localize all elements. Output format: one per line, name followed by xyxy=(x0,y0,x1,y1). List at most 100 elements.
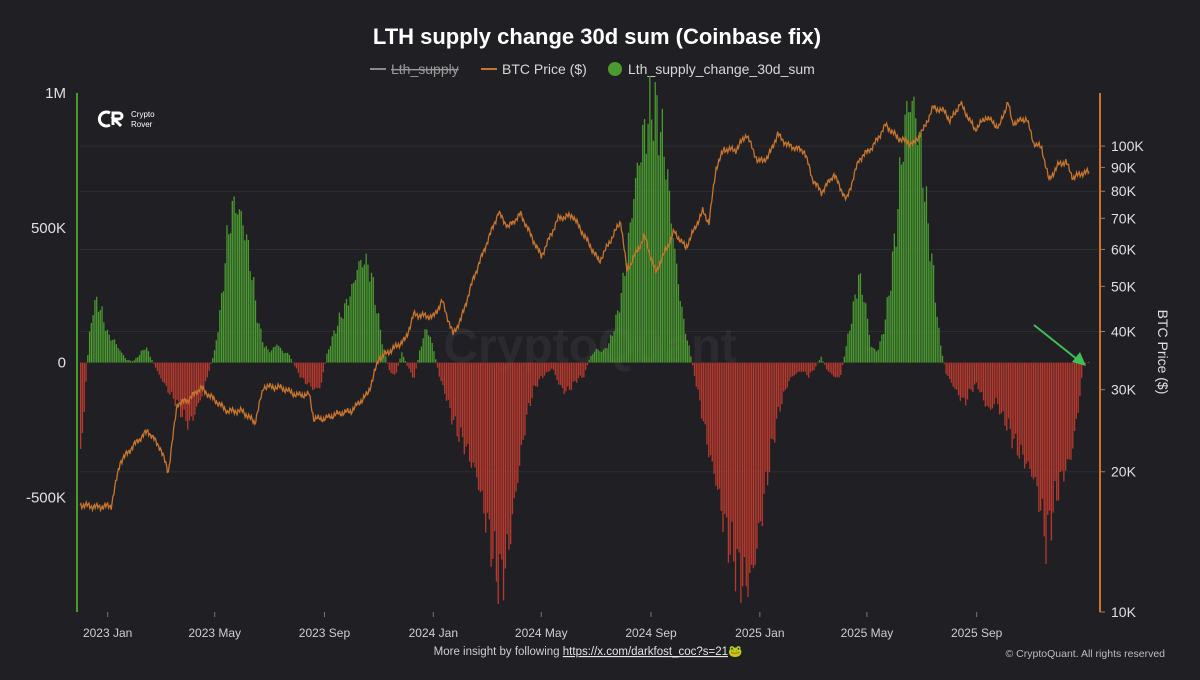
bar xyxy=(110,340,112,363)
bar xyxy=(260,328,262,363)
bar xyxy=(90,322,93,363)
bar xyxy=(224,263,226,363)
bar xyxy=(913,96,915,363)
bar xyxy=(228,234,230,363)
bar xyxy=(386,362,389,364)
x-tick-label: 2023 Sep xyxy=(299,626,351,640)
bar xyxy=(990,362,992,410)
bar xyxy=(693,362,696,376)
bar xyxy=(256,322,258,363)
bar xyxy=(806,362,808,376)
bar xyxy=(247,240,250,363)
bar xyxy=(417,360,419,363)
bar xyxy=(1072,362,1074,449)
copyright: © CryptoQuant. All rights reserved xyxy=(1006,648,1166,660)
legend-item-lth-supply[interactable]: Lth_supply xyxy=(370,61,459,77)
bar xyxy=(772,362,774,440)
bar xyxy=(433,351,435,363)
bar xyxy=(840,362,842,376)
bar xyxy=(524,362,526,436)
bar xyxy=(158,362,160,375)
bar xyxy=(900,164,903,363)
chart-title: LTH supply change 30d sum (Coinbase fix) xyxy=(373,24,821,49)
bar xyxy=(733,362,735,562)
bar xyxy=(283,353,285,363)
right-tick-label: 100K xyxy=(1111,138,1144,154)
bar xyxy=(452,362,455,421)
bar xyxy=(1023,362,1026,469)
bar xyxy=(322,362,324,373)
bar xyxy=(795,362,797,374)
bar xyxy=(465,362,467,447)
bar xyxy=(281,350,283,363)
bar xyxy=(244,240,246,363)
bar xyxy=(394,362,396,375)
bar xyxy=(1043,362,1045,537)
bar xyxy=(1015,362,1017,434)
bar xyxy=(272,347,275,363)
bar xyxy=(568,362,571,391)
bar xyxy=(226,225,228,363)
bar xyxy=(681,306,683,363)
right-axis-label: BTC Price ($) xyxy=(1155,310,1171,395)
bar xyxy=(973,362,976,385)
bar xyxy=(286,352,289,363)
bar xyxy=(1009,362,1011,429)
bar xyxy=(663,156,665,363)
bar xyxy=(187,362,189,430)
bar xyxy=(656,95,658,363)
bar xyxy=(584,362,587,370)
bar xyxy=(1073,362,1076,432)
bar xyxy=(952,362,954,387)
bar xyxy=(431,342,433,363)
bar xyxy=(429,336,432,363)
bar xyxy=(684,333,687,363)
bar xyxy=(804,362,806,372)
bar xyxy=(617,310,619,363)
left-tick-label: 1M xyxy=(45,85,66,102)
bar xyxy=(626,262,628,363)
bar xyxy=(451,362,453,425)
bar xyxy=(633,199,635,363)
bar xyxy=(647,123,649,363)
bar xyxy=(1040,362,1042,511)
bar xyxy=(745,362,747,587)
bar xyxy=(229,233,232,363)
bar xyxy=(520,362,523,446)
legend-item-btc-price[interactable]: BTC Price ($) xyxy=(481,61,587,77)
bar xyxy=(310,362,312,387)
bar xyxy=(269,352,271,363)
bar xyxy=(759,362,762,522)
bar xyxy=(890,290,892,363)
x-tick-label: 2025 Sep xyxy=(951,626,1003,640)
bar xyxy=(975,362,978,383)
bar xyxy=(956,362,958,390)
bar xyxy=(117,347,119,363)
bar xyxy=(636,162,639,363)
legend-item-lth-change[interactable]: Lth_supply_change_30d_sum xyxy=(608,61,815,77)
bar xyxy=(902,161,904,363)
bar xyxy=(570,362,573,390)
bar xyxy=(179,362,182,418)
bar xyxy=(622,272,624,363)
bar xyxy=(201,362,203,397)
bar xyxy=(968,362,970,389)
bar xyxy=(893,233,895,363)
bar xyxy=(965,362,967,406)
bar xyxy=(954,362,956,389)
bar xyxy=(172,362,175,399)
price-series xyxy=(79,100,1090,513)
bar xyxy=(692,362,694,366)
bar xyxy=(338,312,341,363)
bar xyxy=(360,259,362,363)
bar xyxy=(609,335,612,363)
bar xyxy=(154,362,157,368)
bar xyxy=(815,362,817,367)
bar xyxy=(1068,362,1070,460)
bar xyxy=(779,362,781,412)
bar xyxy=(841,362,844,366)
bar xyxy=(899,157,901,363)
footer-link[interactable]: https://x.com/darkfost_coc?s=21 xyxy=(563,646,728,658)
bar xyxy=(377,313,380,363)
bar xyxy=(583,362,585,378)
